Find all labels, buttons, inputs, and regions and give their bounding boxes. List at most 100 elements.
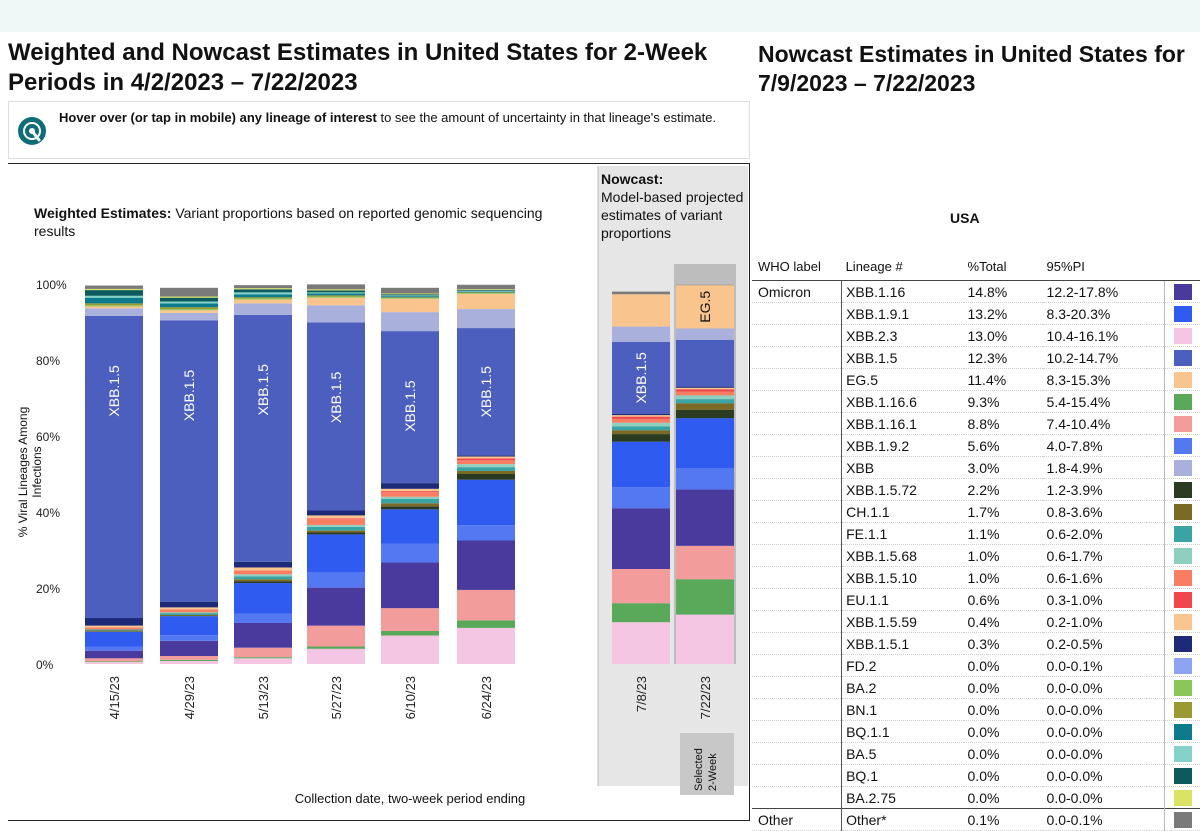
bar-segment-xbb-1-9-1-5-13-23[interactable] <box>234 583 292 613</box>
bar-segment-xbb-1-5-1-6-24-23[interactable] <box>457 455 515 456</box>
bar-segment-xbb-1-9-2-6-24-23[interactable] <box>457 525 515 540</box>
bar-segment-eg-5-6-24-23[interactable] <box>457 294 515 309</box>
bar-segment-eu-1-1-6-24-23[interactable] <box>457 458 515 460</box>
bar-segment-xbb-5-27-23[interactable] <box>307 305 365 322</box>
bar-segment-xbb-1-16-1-7-8-23[interactable] <box>612 569 670 603</box>
bar-segment-ch-1-1-7-22-23[interactable] <box>676 403 734 409</box>
bar-segment-xbb-7-22-23[interactable] <box>676 328 734 339</box>
bar-segment-xbb-5-13-23[interactable] <box>234 303 292 314</box>
bar-segment-xbb-1-16-6-4-29-23[interactable] <box>160 660 218 661</box>
bar-7-8-23[interactable] <box>612 292 670 664</box>
bar-segment-xbb-1-16-6-7-22-23[interactable] <box>676 579 734 614</box>
bar-segment-eu-1-1-6-10-23[interactable] <box>381 491 439 492</box>
bar-segment-fe-1-1-4-15-23[interactable] <box>85 629 143 630</box>
bar-segment-bq-1-1-6-24-23[interactable] <box>457 292 515 293</box>
bar-segment-bq-1-4-29-23[interactable] <box>160 298 218 302</box>
bar-segment-ba-2-4-15-23[interactable] <box>85 305 143 306</box>
bar-segment-xbb-1-5-10-5-13-23[interactable] <box>234 571 292 575</box>
bar-segment-xbb-1-9-2-4-29-23[interactable] <box>160 635 218 641</box>
bar-segment-xbb-4-15-23[interactable] <box>85 308 143 316</box>
bar-segment-fe-1-1-7-22-23[interactable] <box>676 399 734 403</box>
bar-segment-xbb-1-5-10-7-22-23[interactable] <box>676 392 734 396</box>
bar-segment-xbb-1-9-1-4-29-23[interactable] <box>160 616 218 635</box>
bar-segment-ch-1-1-5-13-23[interactable] <box>234 579 292 581</box>
bar-segment-eg-5-7-8-23[interactable] <box>612 294 670 326</box>
bar-segment-xbb-1-5-68-6-24-23[interactable] <box>457 464 515 467</box>
bar-segment-ch-1-1-7-8-23[interactable] <box>612 430 670 434</box>
bar-segment-xbb-1-5-59-6-10-23[interactable] <box>381 489 439 491</box>
bar-segment-xbb-1-5-72-6-24-23[interactable] <box>457 474 515 480</box>
bar-segment-ba-2-75-5-13-23[interactable] <box>234 288 292 289</box>
bar-segment-ba-5-5-13-23[interactable] <box>234 292 292 294</box>
bar-segment-xbb-1-9-1-7-8-23[interactable] <box>612 442 670 488</box>
bar-segment-eg-5-5-13-23[interactable] <box>234 300 292 304</box>
bar-segment-xbb-1-5-10-4-15-23[interactable] <box>85 628 143 630</box>
bar-segment-eu-1-1-7-8-23[interactable] <box>612 417 670 419</box>
bar-segment-xbb-1-16-6-6-24-23[interactable] <box>457 620 515 628</box>
bar-segment-ba-2-5-13-23[interactable] <box>234 298 292 299</box>
bar-segment-xbb-1-5-1-4-15-23[interactable] <box>85 618 143 626</box>
bar-segment-xbb-1-16-1-5-27-23[interactable] <box>307 626 365 647</box>
bar-segment-xbb-2-3-7-22-23[interactable] <box>676 615 734 664</box>
bar-segment-bq-1-1-4-15-23[interactable] <box>85 298 143 304</box>
bar-segment-xbb-2-3-6-10-23[interactable] <box>381 636 439 665</box>
bar-segment-ba-5-6-24-23[interactable] <box>457 291 515 292</box>
bar-segment-xbb-1-5-59-4-15-23[interactable] <box>85 626 143 628</box>
bar-segment-xbb-1-16-1-6-10-23[interactable] <box>381 608 439 631</box>
bar-segment-bq-1-5-13-23[interactable] <box>234 289 292 292</box>
bar-5-27-23[interactable] <box>307 284 365 664</box>
bar-segment-ba-5-4-15-23[interactable] <box>85 296 143 298</box>
bar-segment-xbb-1-9-2-6-10-23[interactable] <box>381 544 439 563</box>
bar-segment-bq-1-6-24-23[interactable] <box>457 290 515 291</box>
bar-segment-xbb-1-16-6-4-15-23[interactable] <box>85 661 143 662</box>
bar-segment-xbb-1-5-68-7-8-23[interactable] <box>612 423 670 427</box>
bar-segment-ba-5-5-27-23[interactable] <box>307 292 365 293</box>
bar-segment-other-5-27-23[interactable] <box>307 284 365 289</box>
bar-segment-xbb-2-3-4-29-23[interactable] <box>160 661 218 664</box>
bar-segment-eg-5-4-29-23[interactable] <box>160 310 218 313</box>
bar-segment-bq-1-1-6-10-23[interactable] <box>381 296 439 297</box>
bar-segment-ch-1-1-6-10-23[interactable] <box>381 503 439 506</box>
bar-segment-xbb-1-9-2-7-8-23[interactable] <box>612 487 670 508</box>
bar-4-15-23[interactable] <box>85 286 143 664</box>
bar-segment-bn-1-5-27-23[interactable] <box>307 295 365 296</box>
bar-segment-xbb-1-9-2-5-27-23[interactable] <box>307 572 365 587</box>
bar-segment-xbb-1-16-6-6-10-23[interactable] <box>381 631 439 636</box>
bar-segment-fe-1-1-7-8-23[interactable] <box>612 427 670 431</box>
bar-segment-xbb-1-5-10-6-10-23[interactable] <box>381 492 439 497</box>
bar-segment-xbb-1-5-68-4-29-23[interactable] <box>160 612 218 613</box>
bar-segment-eg-5-5-27-23[interactable] <box>307 298 365 306</box>
bar-segment-eg-5-4-15-23[interactable] <box>85 306 143 308</box>
bar-segment-xbb-2-3-6-24-23[interactable] <box>457 628 515 664</box>
bar-segment-ba-2-5-27-23[interactable] <box>307 297 365 298</box>
bar-segment-xbb-1-16-6-10-23[interactable] <box>381 563 439 609</box>
bar-segment-xbb-1-16-1-5-13-23[interactable] <box>234 648 292 658</box>
bar-segment-xbb-6-24-23[interactable] <box>457 309 515 328</box>
bar-segment-xbb-2-3-5-27-23[interactable] <box>307 649 365 664</box>
bar-segment-xbb-1-5-68-5-27-23[interactable] <box>307 525 365 527</box>
bar-segment-xbb-1-5-59-5-13-23[interactable] <box>234 567 292 570</box>
bar-segment-xbb-1-5-5-13-23[interactable] <box>234 315 292 562</box>
bar-6-10-23[interactable] <box>381 288 439 664</box>
bar-segment-xbb-1-5-1-7-8-23[interactable] <box>612 414 670 415</box>
bar-segment-fe-1-1-5-13-23[interactable] <box>234 576 292 579</box>
bar-segment-xbb-1-5-72-5-13-23[interactable] <box>234 581 292 583</box>
bar-segment-ba-2-75-4-29-23[interactable] <box>160 297 218 298</box>
bar-segment-xbb-1-5-4-15-23[interactable] <box>85 316 143 618</box>
bar-segment-xbb-1-9-1-6-24-23[interactable] <box>457 480 515 526</box>
bar-segment-eg-5-6-10-23[interactable] <box>381 299 439 312</box>
bar-segment-ba-5-4-29-23[interactable] <box>160 301 218 303</box>
bar-segment-xbb-1-5-1-6-10-23[interactable] <box>381 483 439 489</box>
bar-segment-xbb-1-16-7-8-23[interactable] <box>612 508 670 569</box>
bar-segment-fe-1-1-5-27-23[interactable] <box>307 527 365 531</box>
bar-segment-xbb-1-9-2-4-15-23[interactable] <box>85 647 143 651</box>
